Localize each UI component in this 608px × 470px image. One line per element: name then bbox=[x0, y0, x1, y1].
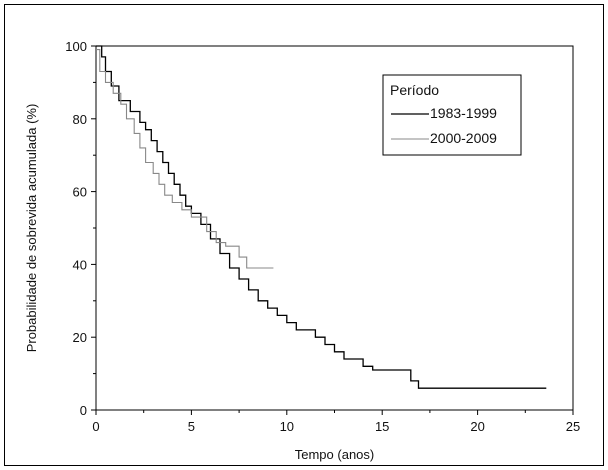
y-tick-label: 100 bbox=[65, 39, 87, 54]
survival-curves bbox=[96, 45, 547, 389]
y-tick-label: 20 bbox=[73, 330, 87, 345]
x-tick-label: 20 bbox=[470, 419, 484, 434]
legend-entry-2: 2000-2009 bbox=[430, 130, 497, 146]
x-tick-label: 5 bbox=[188, 419, 195, 434]
legend: Período 1983-1999 2000-2009 bbox=[382, 74, 522, 156]
figure-frame bbox=[4, 4, 604, 466]
y-tick-label: 60 bbox=[73, 185, 87, 200]
legend-entry-1: 1983-1999 bbox=[430, 105, 497, 121]
legend-title: Período bbox=[390, 82, 439, 98]
x-tick-label: 15 bbox=[375, 419, 389, 434]
x-tick-label: 25 bbox=[566, 419, 580, 434]
series-line-1 bbox=[96, 45, 547, 389]
x-tick-label: 0 bbox=[92, 419, 99, 434]
y-tick-label: 80 bbox=[73, 112, 87, 127]
x-axis-title: Tempo (anos) bbox=[295, 447, 374, 462]
axes: 0 5 10 15 20 25 0 20 40 60 80 100 bbox=[65, 39, 580, 434]
y-tick-label: 0 bbox=[80, 403, 87, 418]
x-tick-label: 10 bbox=[280, 419, 294, 434]
y-tick-label: 40 bbox=[73, 257, 87, 272]
legend-box bbox=[382, 74, 522, 156]
series-line-2 bbox=[96, 49, 274, 269]
y-axis-title: Probabilidade de sobrevida acumulada (%) bbox=[24, 104, 39, 353]
